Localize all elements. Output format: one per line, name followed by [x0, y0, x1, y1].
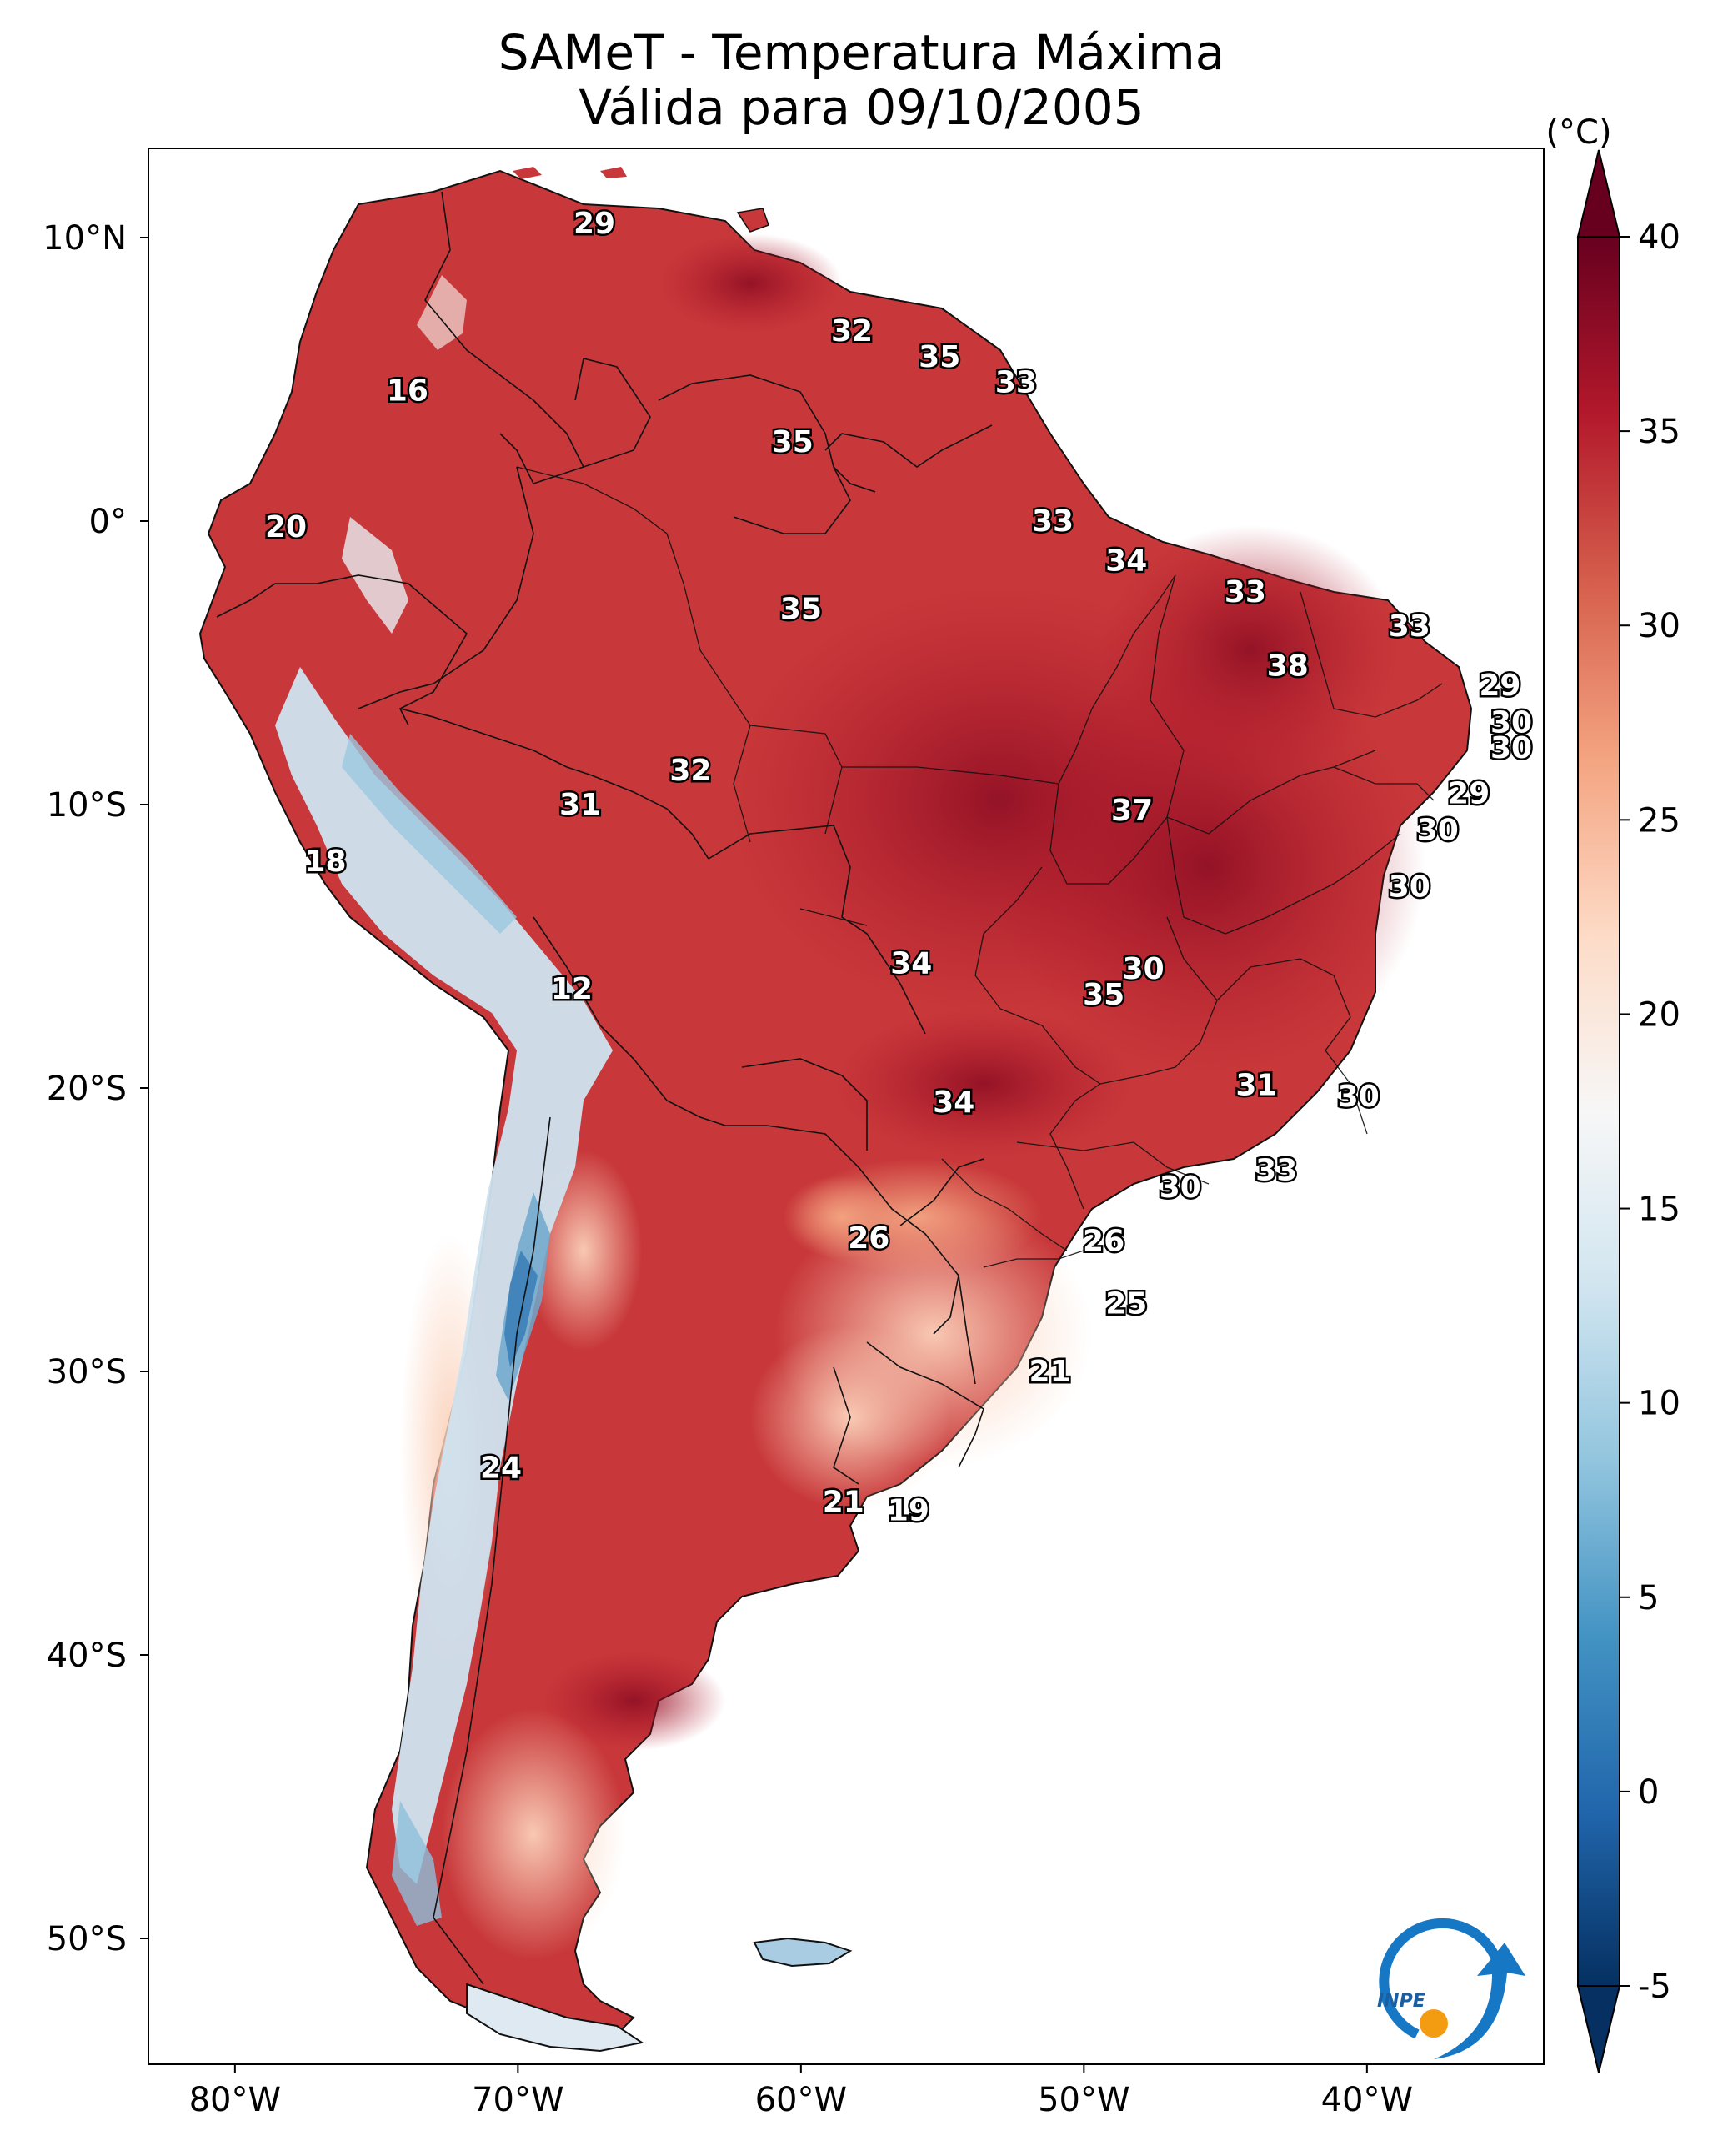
station-value-label: 29: [573, 207, 615, 241]
station-value-label: 32: [669, 754, 711, 788]
station-value-label: 16: [387, 374, 428, 409]
country-borders: [216, 191, 993, 1985]
lat-label: 0°: [89, 503, 127, 541]
colorbar-unit-label: (°C): [1545, 113, 1611, 152]
lat-label: 20°S: [47, 1070, 127, 1108]
colorbar-tick-label: 10: [1638, 1385, 1680, 1423]
andes-cool-band: [275, 667, 613, 1884]
station-value-label: 26: [1083, 1225, 1124, 1259]
colorbar-tick-label: 0: [1638, 1773, 1659, 1812]
station-value-label: 29: [1448, 776, 1490, 810]
colorbar-tick-label: 35: [1638, 413, 1680, 451]
station-value-label: 30: [1389, 870, 1430, 905]
station-value-label: 19: [888, 1494, 929, 1528]
temperature-field: [198, 167, 1473, 2053]
lat-label: 10°N: [43, 219, 127, 258]
station-value-label: 30: [1490, 705, 1532, 740]
station-value-label: 31: [559, 788, 601, 822]
station-value-label: 26: [848, 1221, 889, 1256]
station-value-label: 30: [1490, 731, 1532, 765]
lon-label: 70°W: [472, 2081, 563, 2119]
station-value-label: 33: [995, 365, 1037, 399]
colorbar-bar: [1577, 236, 1620, 1987]
station-value-label: 34: [1105, 544, 1147, 579]
colorbar-tick-label: 40: [1638, 218, 1680, 257]
station-value-label: 20: [265, 510, 307, 544]
colorbar-tick-label: 20: [1638, 995, 1680, 1034]
station-value-label: 18: [304, 845, 346, 879]
lat-label: 10°S: [47, 786, 127, 825]
station-value-label: 30: [1417, 814, 1459, 848]
falkland-islands: [753, 1937, 853, 1968]
tierra-del-fuego: [466, 1983, 644, 2053]
longitude-axis: 80°W 70°W 60°W 50°W 40°W: [189, 2064, 1413, 2119]
station-value-label: 33: [1255, 1154, 1297, 1188]
station-value-label: 30: [1123, 952, 1165, 986]
map-title: SAMeT - Temperatura Máxima: [498, 24, 1225, 81]
logo-arrow-icon: [1434, 1943, 1525, 2059]
state-borders: [516, 466, 1443, 1268]
latitude-axis: 10°N 0° 10°S 20°S 30°S 40°S 50°S: [43, 219, 148, 1958]
colorbar-max-extend: [1576, 149, 1621, 238]
lon-label: 80°W: [189, 2081, 281, 2119]
station-value-label: 37: [1111, 794, 1153, 828]
station-value-label: 33: [1225, 575, 1266, 609]
station-value-label: 33: [1389, 609, 1430, 644]
station-value-label: 24: [480, 1452, 522, 1486]
logo-sun-icon: [1420, 2009, 1448, 2038]
lon-label: 40°W: [1321, 2081, 1413, 2119]
station-value-label: 32: [831, 314, 873, 348]
lon-label: 60°W: [755, 2081, 847, 2119]
station-value-label: 35: [919, 340, 960, 374]
station-value-label: 21: [823, 1485, 864, 1519]
colorbar: 40 35 30 25 20 15 10 5 0 -5 (°C): [1545, 113, 1680, 2073]
map-subtitle: Válida para 09/10/2005: [579, 79, 1144, 136]
station-value-label: 34: [890, 946, 932, 980]
logo-swirl-icon: [1379, 1918, 1505, 2039]
colorbar-tick-label: 25: [1638, 801, 1680, 840]
station-value-label: 38: [1267, 649, 1309, 683]
station-value-label: 33: [1032, 504, 1074, 539]
station-value-label: 25: [1105, 1286, 1147, 1321]
colorbar-tick-label: 5: [1638, 1579, 1659, 1617]
station-value-label: 12: [551, 972, 593, 1006]
station-value-label: 34: [933, 1086, 974, 1120]
station-value-label: 35: [772, 425, 814, 459]
station-value-label: 31: [1235, 1069, 1277, 1103]
colorbar-tick-label: 15: [1638, 1191, 1680, 1229]
station-value-label: 30: [1160, 1171, 1201, 1205]
station-value-label: 21: [1029, 1355, 1071, 1389]
lon-label: 50°W: [1038, 2081, 1129, 2119]
lat-label: 30°S: [47, 1353, 127, 1391]
inpe-logo: INPE: [1377, 1918, 1525, 2059]
colorbar-tick-label: 30: [1638, 607, 1680, 645]
station-value-label: 29: [1479, 669, 1520, 703]
station-value-label: 30: [1338, 1080, 1380, 1114]
colorbar-tick-label: -5: [1638, 1968, 1671, 2006]
lat-label: 40°S: [47, 1637, 127, 1675]
logo-text: INPE: [1377, 1991, 1425, 2012]
station-value-label: 35: [1083, 978, 1124, 1012]
lat-label: 50°S: [47, 1920, 127, 1958]
colorbar-min-extend: [1576, 1985, 1621, 2073]
station-value-label: 35: [780, 592, 822, 626]
